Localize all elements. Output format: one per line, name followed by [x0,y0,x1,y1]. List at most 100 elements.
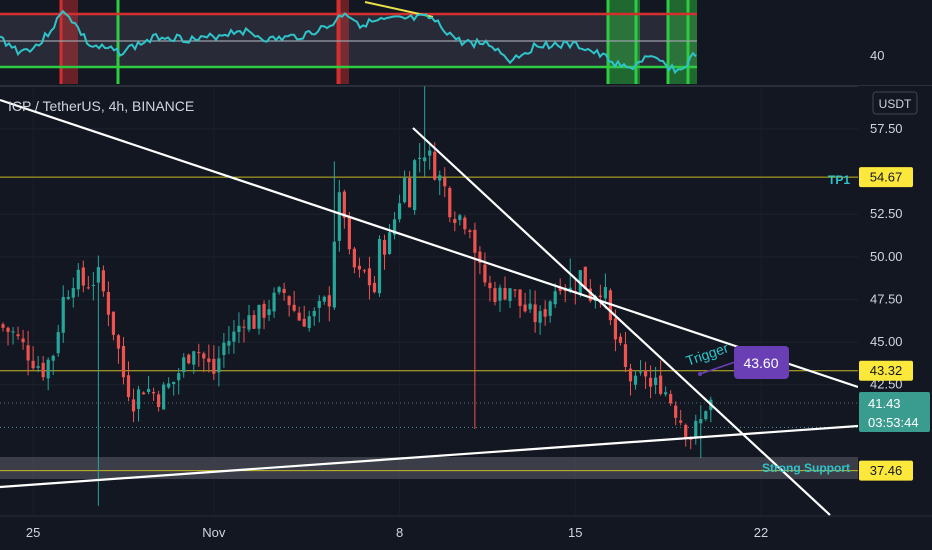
candle-body [368,268,371,285]
candle-body [182,357,185,372]
price-pane: Trigger 43.60 TP1 Strong Support ICP / T… [0,86,858,516]
candle-body [523,305,526,312]
level-price-badge-text: 43.32 [870,363,903,378]
candle-body [438,175,441,180]
candle-body [554,291,557,304]
candle-body [97,267,100,282]
candle-body [157,394,160,407]
candle-body [674,406,677,418]
candle-body [232,332,235,342]
trigger-price-text: 43.60 [743,355,778,371]
candle-body [237,326,240,332]
candle-body [664,392,667,394]
candle-body [614,318,617,339]
candle-body [27,345,30,360]
candle-body [127,375,130,397]
candle-body [679,421,682,423]
candle-body [192,351,195,364]
candle-body [77,270,80,289]
candle-body [21,339,24,343]
candle-body [112,312,115,335]
candle-body [62,297,65,333]
oscillator-axis-label: 40 [870,48,884,63]
tp1-label: TP1 [828,173,850,187]
candle-body [604,287,607,298]
candle-body [448,188,451,217]
candle-body [363,270,366,271]
candle-body [242,327,245,328]
candle-body [67,297,70,299]
candle-body [318,301,321,308]
symbol-title: ICP / TetherUS, 4h, BINANCE [8,98,194,114]
candle-body [107,292,110,315]
time-tick-label: 25 [26,525,40,540]
candle-body [518,289,521,305]
support-price-badge-text: 37.46 [870,463,903,478]
candle-body [197,352,200,353]
candle-body [222,343,225,355]
candle-body [694,421,697,437]
candle-body [388,232,391,254]
candle-body [539,311,542,323]
candle-body [649,378,652,387]
currency-label: USDT [879,97,912,111]
candle-body [684,425,687,438]
candle-body [212,359,215,374]
candle-body [433,152,436,180]
candle-body [358,266,361,270]
candle-body [177,373,180,380]
candle-body [473,230,476,253]
price-tick-label: 47.50 [870,291,903,306]
candle-body [313,311,316,316]
trigger-label: Trigger [684,339,731,369]
candle-body [418,158,421,159]
candle-body [303,319,306,327]
candle-body [262,304,265,318]
candle-body [398,203,401,219]
candle-body [298,313,301,321]
candle-body [217,358,220,372]
candle-body [257,305,260,329]
candle-body [544,309,547,317]
level-lines [0,177,858,470]
candle-body [82,268,85,286]
candle-body [6,328,9,332]
candle-body [247,315,250,329]
time-tick-label: Nov [202,525,226,540]
oscillator-pane: 40 [0,0,932,86]
candle-body [534,304,537,322]
time-axis[interactable]: 25 Nov 8 15 22 [0,516,932,540]
candle-body [32,361,35,368]
candle-body [498,288,501,301]
candle-body [187,355,190,363]
candle-body [483,265,486,283]
time-tick-label: 15 [568,525,582,540]
candle-body [172,382,175,384]
candle-body [529,304,532,310]
candle-body [659,376,662,394]
price-tick-label: 50.00 [870,249,903,264]
candle-body [413,160,416,210]
candle-body [1,324,4,328]
candle-body [373,283,376,292]
price-tick-label: 57.50 [870,121,903,136]
time-tick-label: 8 [396,525,403,540]
candle-body [599,296,602,298]
candle-body [252,315,255,329]
candle-body [147,389,150,392]
candle-body [624,344,627,367]
candle-body [619,337,622,343]
candle-body [353,249,356,268]
trigger-pointer-dot [698,372,702,376]
candle-body [699,419,702,423]
candle-body [132,399,135,411]
strong-support-label: Strong Support [762,461,850,475]
candle-body [16,334,19,336]
candle-body [508,288,511,301]
oscillator-signal-zone [667,0,697,84]
tp1-price-badge-text: 54.67 [870,170,903,185]
candle-body [503,288,506,300]
candle-body [463,218,466,230]
